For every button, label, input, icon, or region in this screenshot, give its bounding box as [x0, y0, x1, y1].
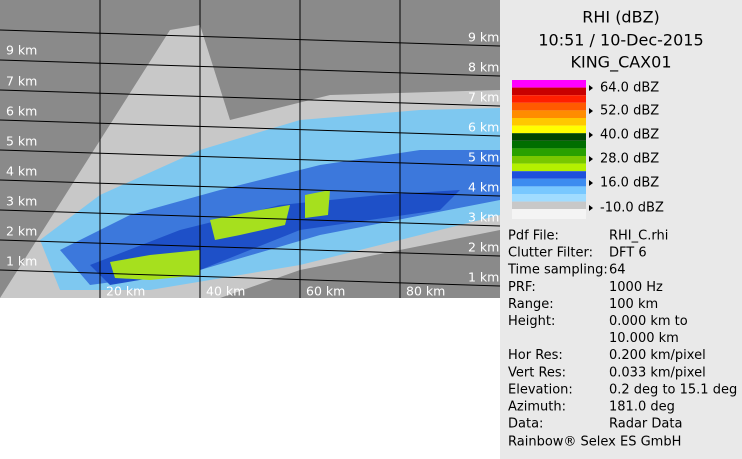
- panel-site: KING_CAX01: [570, 53, 671, 73]
- scale-step: [512, 171, 586, 179]
- grid: [0, 0, 501, 298]
- info-value: 100 km: [609, 297, 658, 312]
- scale-step: [512, 125, 586, 134]
- info-key: Azimuth:: [508, 400, 566, 415]
- height-label: 9 km: [468, 30, 499, 45]
- height-label: 6 km: [6, 104, 37, 119]
- scale-step: [512, 178, 586, 187]
- legend-label: 16.0 dBZ: [600, 176, 659, 191]
- height-line: [0, 29, 501, 47]
- legend-label: 40.0 dBZ: [600, 128, 659, 143]
- info-value: 64: [609, 263, 626, 278]
- range-label: 80 km: [406, 284, 445, 299]
- legend-label: -10.0 dBZ: [600, 201, 664, 216]
- panel-title: RHI (dBZ): [582, 8, 660, 27]
- info-key: Range:: [508, 297, 554, 312]
- info-value: 0.200 km/pixel: [609, 348, 706, 363]
- info-key: Hor Res:: [508, 348, 563, 363]
- height-line: [0, 209, 501, 227]
- scale-step: [512, 163, 586, 172]
- info-panel: [500, 0, 742, 459]
- scale-step: [512, 95, 586, 103]
- legend-label: 52.0 dBZ: [600, 104, 659, 119]
- scale-step: [512, 118, 586, 126]
- height-label: 4 km: [6, 164, 37, 179]
- info-value: 181.0 deg: [609, 400, 675, 415]
- height-label: 1 km: [468, 270, 499, 285]
- range-label: 20 km: [106, 284, 145, 299]
- height-label: 2 km: [6, 224, 37, 239]
- info-value: DFT 6: [609, 246, 647, 261]
- legend-label: 28.0 dBZ: [600, 152, 659, 167]
- height-line: [0, 149, 501, 167]
- scale-step: [512, 80, 586, 88]
- range-label: 40 km: [206, 284, 245, 299]
- info-key: Vert Res:: [508, 365, 566, 380]
- scale-arrow: [589, 180, 593, 186]
- height-label: 6 km: [468, 120, 499, 135]
- height-label: 2 km: [468, 240, 499, 255]
- info-value: 0.033 km/pixel: [609, 365, 706, 380]
- scale-step: [512, 148, 586, 156]
- info-key: Pdf File:: [508, 229, 559, 244]
- scale-step: [512, 102, 586, 111]
- height-line: [0, 119, 501, 137]
- height-line: [0, 239, 501, 257]
- scale-step: [512, 87, 586, 96]
- scale-arrow: [589, 85, 593, 91]
- scale-arrow: [589, 132, 593, 138]
- info-value: 0.000 km to: [609, 314, 688, 329]
- height-label: 3 km: [6, 194, 37, 209]
- height-label: 8 km: [468, 60, 499, 75]
- height-label: 7 km: [6, 74, 37, 89]
- height-label: 5 km: [6, 134, 37, 149]
- scale-step: [512, 186, 586, 194]
- scale-step: [512, 140, 586, 149]
- range-label: 60 km: [306, 284, 345, 299]
- info-key: Height:: [508, 314, 555, 329]
- height-label: 3 km: [468, 210, 499, 225]
- scale-step: [512, 209, 586, 219]
- info-key: Clutter Filter:: [508, 246, 593, 261]
- scale-arrow: [589, 205, 593, 211]
- info-value: 1000 Hz: [609, 280, 663, 295]
- info-key: Time sampling:: [507, 263, 608, 278]
- height-line: [0, 179, 501, 197]
- height-label: 4 km: [468, 180, 499, 195]
- height-label: 7 km: [468, 90, 499, 105]
- info-key: Elevation:: [508, 382, 573, 397]
- height-line: [0, 89, 501, 107]
- scale-arrow: [589, 108, 593, 114]
- info-key: Data:: [508, 417, 543, 432]
- info-value: RHI_C.rhi: [609, 229, 668, 244]
- info-value: 0.2 deg to 15.1 deg: [609, 382, 737, 397]
- panel-time: 10:51 / 10-Dec-2015: [538, 31, 703, 50]
- info-key: PRF:: [508, 280, 536, 295]
- color-scale: [512, 80, 593, 219]
- height-label: 9 km: [6, 43, 37, 58]
- legend-label: 64.0 dBZ: [600, 81, 659, 96]
- scale-step: [512, 110, 586, 118]
- scale-step: [512, 194, 586, 202]
- height-line: [0, 59, 501, 77]
- scale-step: [512, 201, 586, 210]
- height-label: 5 km: [468, 150, 499, 165]
- height-label: 1 km: [6, 254, 37, 269]
- height-line: [0, 269, 501, 287]
- scale-step: [512, 156, 586, 164]
- scale-arrow: [589, 156, 593, 162]
- footer: Rainbow® Selex ES GmbH: [508, 435, 681, 450]
- info-value: Radar Data: [609, 417, 682, 432]
- info-value: 10.000 km: [609, 331, 679, 346]
- scale-step: [512, 133, 586, 141]
